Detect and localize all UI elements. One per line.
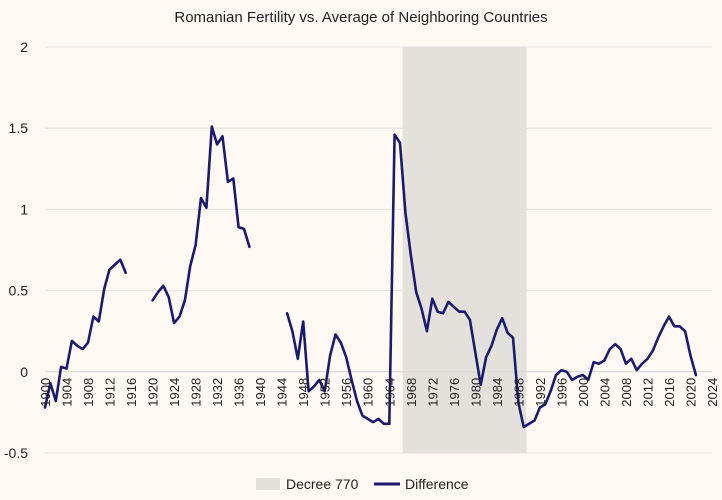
x-tick-label: 1976 [447,378,462,407]
legend-label-decree-770: Decree 770 [286,476,359,492]
shaded-region-layer [402,47,527,453]
y-axis-ticks: 2 1.5 1 0.5 0 -0.5 [4,39,28,461]
x-tick-label: 1908 [81,378,96,407]
x-tick-label: 2016 [662,378,677,407]
x-tick-label: 1944 [275,378,290,407]
y-tick-label: 0.5 [9,283,29,299]
x-tick-label: 1912 [103,378,118,407]
x-tick-label: 1900 [38,378,53,407]
series-line-difference [43,258,127,409]
x-tick-label: 2020 [683,378,698,407]
x-tick-label: 1936 [232,378,247,407]
x-tick-label: 1948 [296,378,311,407]
x-tick-label: 1904 [60,378,75,407]
x-tick-label: 2024 [705,378,720,407]
x-tick-label: 1916 [124,378,139,407]
series-layer [43,125,698,429]
series-line-difference [151,125,251,325]
y-tick-label: 1.5 [9,120,29,136]
y-tick-label: 1 [20,201,28,217]
legend: Decree 770 Difference [256,476,469,492]
x-tick-label: 1968 [404,378,419,407]
x-tick-label: 1956 [339,378,354,407]
x-tick-label: 1992 [533,378,548,407]
x-tick-label: 1972 [425,378,440,407]
x-tick-label: 1928 [189,378,204,407]
x-tick-label: 2008 [619,378,634,407]
chart-title: Romanian Fertility vs. Average of Neighb… [174,9,547,26]
y-tick-label: -0.5 [4,445,28,461]
x-tick-label: 1920 [146,378,161,407]
x-tick-label: 2004 [597,378,612,407]
x-tick-label: 1988 [511,378,526,407]
series-line-difference [285,133,698,429]
x-tick-label: 1964 [382,378,397,407]
x-tick-label: 1960 [361,378,376,407]
x-tick-label: 2012 [640,378,655,407]
x-tick-label: 1924 [167,378,182,407]
legend-swatch-decree-770 [256,478,280,490]
x-tick-label: 1940 [253,378,268,407]
y-tick-label: 2 [20,39,28,55]
legend-label-difference: Difference [405,476,469,492]
x-axis-ticks: 1900 1904 1908 1912 1916 1920 1924 1928 1932 1936… [38,378,720,407]
x-tick-label: 1980 [468,378,483,407]
x-tick-label: 2000 [576,378,591,407]
x-tick-label: 1952 [318,378,333,407]
x-tick-label: 1996 [554,378,569,407]
shaded-region-decree-770 [402,47,527,453]
x-tick-label: 1932 [210,378,225,407]
x-tick-label: 1984 [490,378,505,407]
y-tick-label: 0 [20,364,28,380]
